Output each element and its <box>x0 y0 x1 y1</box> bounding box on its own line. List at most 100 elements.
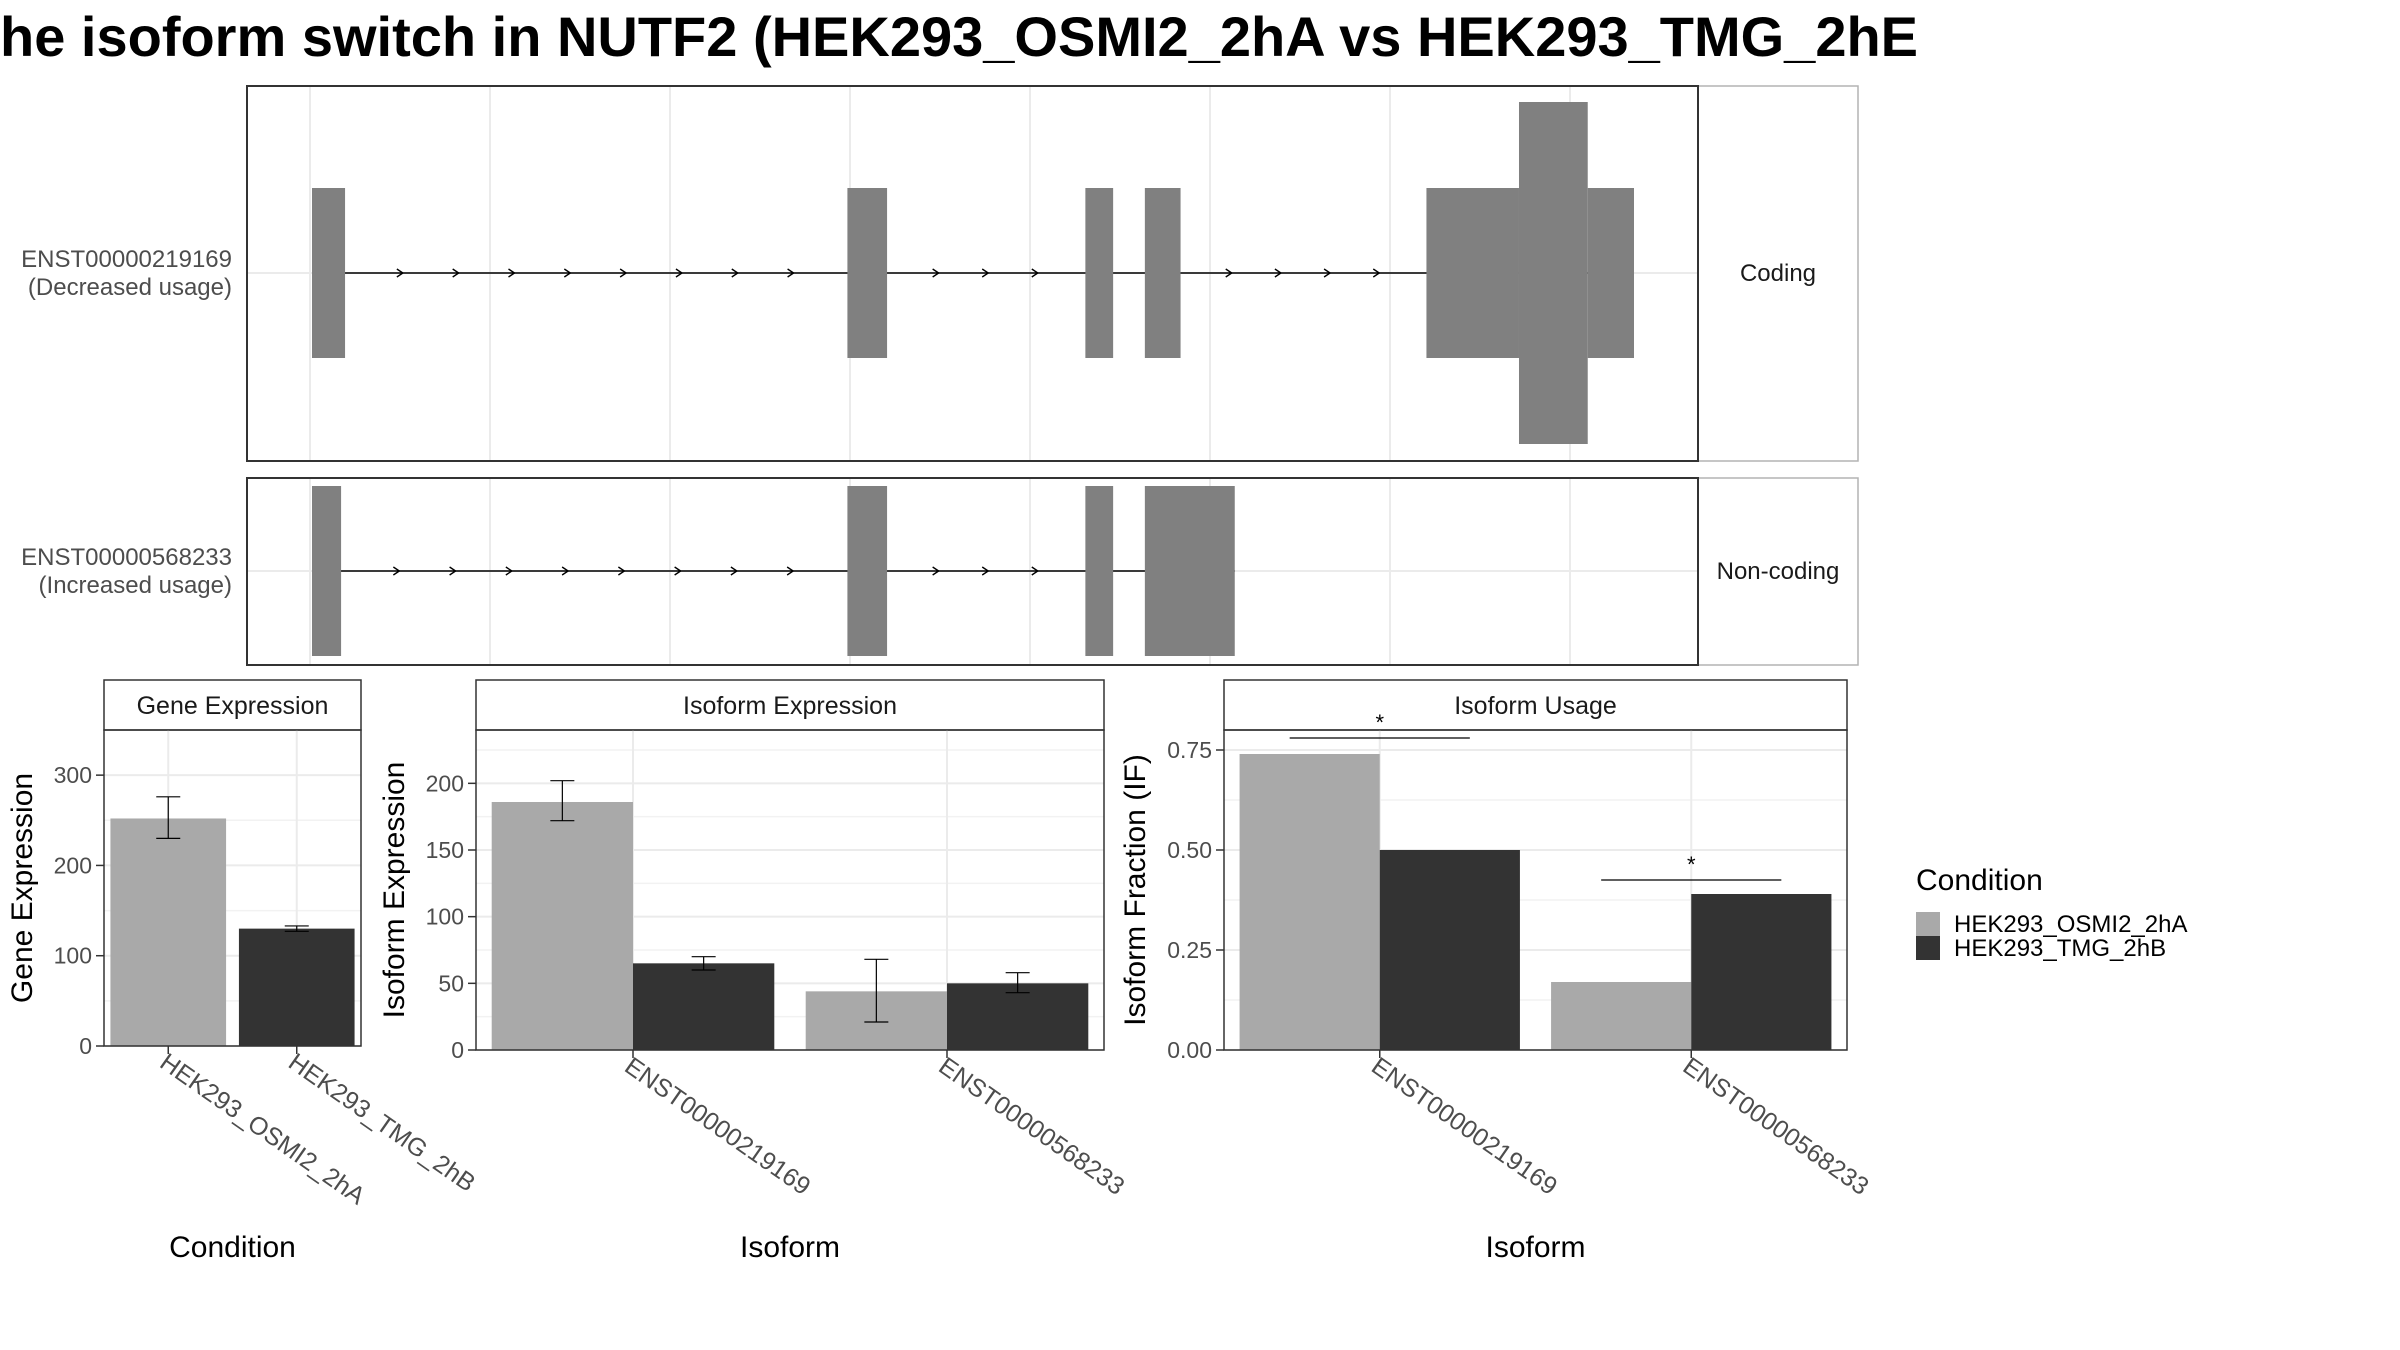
coding-status-label: Non-coding <box>1717 558 1840 585</box>
y-tick-label: 0.75 <box>1167 737 1212 763</box>
panel-border <box>1223 729 1848 1051</box>
intron-arrow <box>1274 268 1283 278</box>
significance-label: * <box>1375 710 1384 735</box>
intron-arrow <box>932 268 940 278</box>
bar <box>1691 894 1832 1050</box>
bar <box>1239 754 1380 1050</box>
x-tick-label: ENST00000219169 <box>1366 1052 1562 1201</box>
intron-arrow <box>1323 268 1332 278</box>
intron-arrow <box>787 268 795 278</box>
y-tick-label: 0.25 <box>1167 937 1212 963</box>
y-tick-label: 200 <box>426 770 464 796</box>
intron-arrow <box>617 566 626 576</box>
exon <box>1085 188 1114 358</box>
y-axis-label: Isoform Expression <box>378 762 411 1019</box>
intron-arrow <box>1225 268 1233 278</box>
bar <box>110 818 227 1046</box>
x-axis-label: Isoform <box>1485 1231 1585 1264</box>
panel-strip <box>103 679 362 731</box>
intron-arrow <box>392 566 401 576</box>
intron-arrow <box>505 566 514 576</box>
legend-swatch <box>1916 912 1940 936</box>
panel-strip <box>1223 679 1848 731</box>
intron-arrow <box>786 566 795 576</box>
panel-strip-title: Isoform Expression <box>683 692 897 720</box>
intron-arrow <box>675 268 684 278</box>
exon <box>1144 188 1181 358</box>
isoform-id-label: ENST00000219169 <box>21 246 232 273</box>
x-tick-label: ENST00000568233 <box>1678 1052 1874 1201</box>
exon <box>312 486 342 656</box>
y-tick-label: 150 <box>426 837 464 863</box>
legend-entry-label: HEK293_OSMI2_2hA <box>1954 911 2187 938</box>
cds-exon <box>1518 102 1588 444</box>
isoform-usage-panel: Isoform Usage * * 0.00 0.25 0.50 0.75 ENST00000… <box>1119 679 1874 1264</box>
structure-strip <box>1697 85 1859 462</box>
intron-arrow <box>1031 566 1040 576</box>
bar <box>947 983 1089 1050</box>
panel-strip <box>475 679 1105 731</box>
exon <box>1587 188 1634 358</box>
intron-arrow <box>674 566 682 576</box>
y-tick-label: 100 <box>426 904 464 930</box>
intron-arrow <box>508 268 516 278</box>
panel-border <box>475 729 1105 1051</box>
bar <box>491 802 633 1050</box>
structure-strip <box>1697 477 1859 666</box>
exon <box>1085 486 1114 656</box>
y-tick-label: 50 <box>438 970 464 996</box>
intron-arrow <box>1031 268 1040 278</box>
coding-status-label: Coding <box>1740 260 1816 287</box>
intron-arrow <box>563 268 572 278</box>
y-axis-label: Isoform Fraction (IF) <box>1119 754 1152 1026</box>
intron-arrow <box>730 566 739 576</box>
exon <box>1426 188 1519 358</box>
x-tick-label: ENST00000219169 <box>620 1052 816 1201</box>
y-tick-label: 0 <box>451 1037 464 1063</box>
isoform-usage-label: (Increased usage) <box>39 572 232 599</box>
intron-arrow <box>449 566 457 576</box>
figure-title: he isoform switch in NUTF2 (HEK293_OSMI2… <box>0 5 1918 68</box>
y-tick-label: 0.00 <box>1167 1037 1212 1063</box>
bar <box>1551 982 1692 1050</box>
exon <box>1144 486 1235 656</box>
x-axis-label: Condition <box>169 1231 296 1264</box>
exon <box>847 486 888 656</box>
legend-title: Condition <box>1916 864 2043 897</box>
bar <box>633 963 775 1050</box>
intron-arrow <box>731 268 740 278</box>
isoform-id-label: ENST00000568233 <box>21 544 232 571</box>
panel-strip-title: Gene Expression <box>137 692 329 720</box>
significance-label: * <box>1687 852 1696 877</box>
x-tick-label: HEK293_OSMI2_2hA <box>155 1048 371 1211</box>
intron-arrow <box>981 268 990 278</box>
x-axis-label: Isoform <box>740 1231 840 1264</box>
y-tick-label: 300 <box>54 762 92 788</box>
panel-border <box>103 729 362 1047</box>
bar <box>1379 850 1520 1050</box>
y-tick-label: 0.50 <box>1167 837 1212 863</box>
isoform-expression-panel: Isoform Expression 0 50 100 150 200 ENST000002… <box>378 679 1130 1264</box>
intron-arrow <box>452 268 460 278</box>
panel-strip-title: Isoform Usage <box>1454 692 1617 720</box>
bar <box>238 928 355 1046</box>
y-tick-label: 100 <box>54 943 92 969</box>
y-tick-label: 0 <box>79 1033 92 1059</box>
isoform-structure-panel: Coding ENST00000219169(Decreased usage) No… <box>21 85 1859 666</box>
legend-entry-label: HEK293_TMG_2hB <box>1954 935 2166 962</box>
intron-arrow <box>396 268 405 278</box>
structure-panel-border <box>246 477 1699 666</box>
intron-arrow <box>561 566 570 576</box>
y-axis-label: Gene Expression <box>6 773 39 1003</box>
x-tick-label: ENST00000568233 <box>934 1052 1130 1201</box>
y-tick-label: 200 <box>54 852 92 878</box>
intron-arrow <box>932 566 940 576</box>
exon <box>847 188 888 358</box>
legend-swatch <box>1916 936 1940 960</box>
intron-arrow <box>981 566 990 576</box>
isoform-usage-label: (Decreased usage) <box>28 274 232 301</box>
exon <box>312 188 346 358</box>
structure-panel-border <box>246 85 1699 462</box>
